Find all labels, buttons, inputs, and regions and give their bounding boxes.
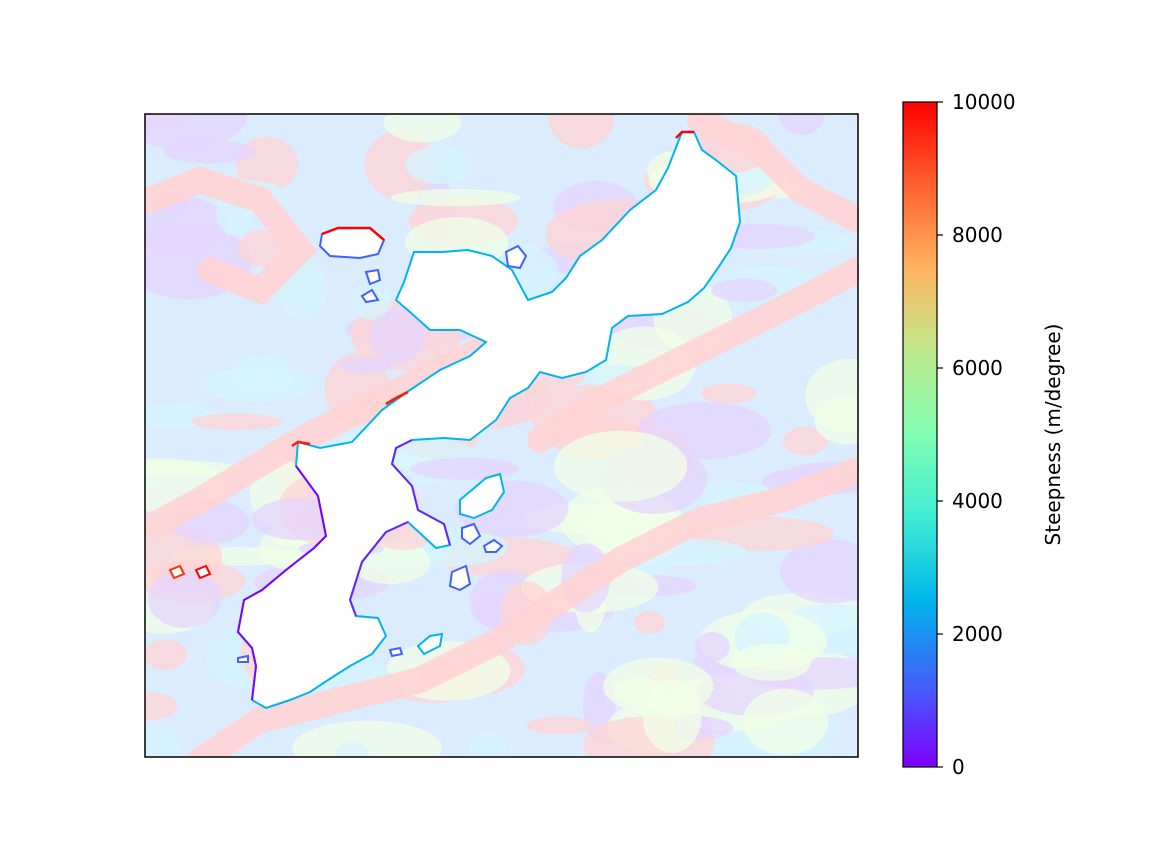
coast-red-west <box>291 390 409 448</box>
colorbar-frame <box>902 101 938 768</box>
steepness-patch <box>145 691 178 721</box>
coast-purple-segment-2 <box>348 439 451 617</box>
colorbar-tick-label: 6000 <box>952 356 1003 380</box>
steepness-patch <box>732 643 812 682</box>
steepness-patch <box>634 611 666 634</box>
colorbar-label: Steepness (m/degree) <box>1041 324 1065 546</box>
steepness-patch <box>145 725 181 757</box>
map-frame <box>144 113 859 758</box>
steepness-patch <box>548 114 615 149</box>
colorbar-fill <box>903 102 937 767</box>
steepness-patch <box>145 460 240 477</box>
colorbar-tick-label: 10000 <box>952 90 1016 114</box>
island-east-4 <box>448 564 472 592</box>
steepness-patch <box>405 145 472 185</box>
steep-ridge <box>145 166 318 306</box>
island-small-2 <box>364 268 382 286</box>
island-small-3 <box>360 288 380 304</box>
coast-red-north <box>675 130 694 139</box>
colorbar-tick-label: 4000 <box>952 489 1003 513</box>
colorbar-ticks: 0 2000 4000 6000 8000 10000 <box>937 90 1016 779</box>
steepness-patch <box>334 742 370 757</box>
steepness-patch <box>191 413 283 431</box>
steepness-patch <box>390 188 521 207</box>
steepness-patch <box>694 631 730 662</box>
colorbar-tick-label: 8000 <box>952 223 1003 247</box>
steepness-patch <box>526 716 594 735</box>
steepness-patch <box>814 396 858 445</box>
steepness-patch <box>145 194 229 256</box>
steepness-patch <box>370 308 425 363</box>
steepness-patch <box>553 430 688 502</box>
island-south-1 <box>416 632 444 656</box>
steep-ridge <box>687 114 858 233</box>
island-west-1 <box>237 654 249 663</box>
steepness-patch <box>162 140 255 164</box>
steepness-patch <box>701 383 757 404</box>
island-small-1 <box>504 244 528 270</box>
steep-ridge <box>145 337 493 543</box>
steepness-patch <box>147 569 222 628</box>
island-east-3 <box>482 538 504 553</box>
steepness-patch <box>778 114 825 135</box>
steepness-patch <box>782 426 828 456</box>
island-keise-1 <box>168 564 186 580</box>
island-east-1 <box>459 472 506 520</box>
steepness-patch <box>292 720 442 757</box>
steepness-patch <box>383 114 462 143</box>
steepness-patch <box>409 457 519 480</box>
steepness-patch <box>200 368 315 402</box>
steepness-patch <box>338 356 392 374</box>
steep-ridge <box>187 457 858 757</box>
steepness-patch <box>710 278 778 302</box>
island-south-2 <box>388 646 404 658</box>
colorbar-tick-label: 2000 <box>952 622 1003 646</box>
coast-purple-segment <box>236 465 328 701</box>
steepness-patch <box>145 639 187 670</box>
map-area <box>145 114 858 757</box>
steepness-patch <box>779 539 858 604</box>
steepness-patch <box>364 130 436 200</box>
steepness-patch <box>642 679 702 754</box>
island-east-2 <box>461 522 482 546</box>
main-island-coast <box>236 131 742 710</box>
colorbar: 0 2000 4000 6000 8000 10000 Steepness (m/degr… <box>902 90 1065 779</box>
island-iejima-red-edge <box>321 226 385 241</box>
colorbar-tick-label: 0 <box>952 755 965 779</box>
steepness-patch <box>468 732 508 757</box>
steepness-patch <box>742 688 828 755</box>
steep-ridge <box>527 257 858 453</box>
main-island <box>238 132 740 708</box>
steepness-patch <box>145 114 248 150</box>
steepness-patch <box>238 230 283 267</box>
island-keise-2 <box>194 564 212 580</box>
